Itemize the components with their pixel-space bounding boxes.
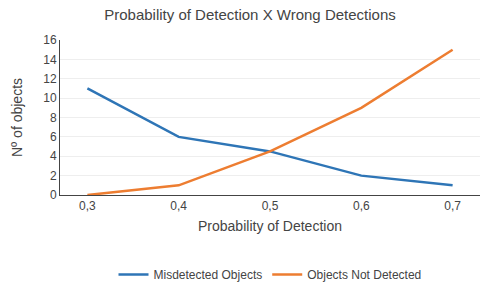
svg-text:Probability of Detection X Wro: Probability of Detection X Wrong Detecti… (104, 6, 396, 23)
svg-text:Probability of Detection: Probability of Detection (198, 218, 342, 234)
svg-text:Misdetected Objects: Misdetected Objects (154, 268, 263, 282)
svg-text:6: 6 (50, 130, 57, 144)
svg-text:Nº of objects: Nº of objects (9, 78, 25, 157)
svg-text:0,5: 0,5 (262, 199, 279, 213)
svg-text:Objects Not Detected: Objects Not Detected (307, 268, 421, 282)
svg-text:10: 10 (43, 91, 57, 105)
svg-text:0: 0 (50, 188, 57, 202)
svg-text:12: 12 (43, 72, 57, 86)
svg-text:2: 2 (50, 169, 57, 183)
svg-text:0,4: 0,4 (170, 199, 187, 213)
svg-text:16: 16 (43, 33, 57, 47)
svg-text:0,6: 0,6 (353, 199, 370, 213)
svg-text:4: 4 (50, 149, 57, 163)
svg-text:8: 8 (50, 111, 57, 125)
svg-text:0,7: 0,7 (444, 199, 461, 213)
svg-text:14: 14 (43, 53, 57, 67)
svg-text:0,3: 0,3 (79, 199, 96, 213)
